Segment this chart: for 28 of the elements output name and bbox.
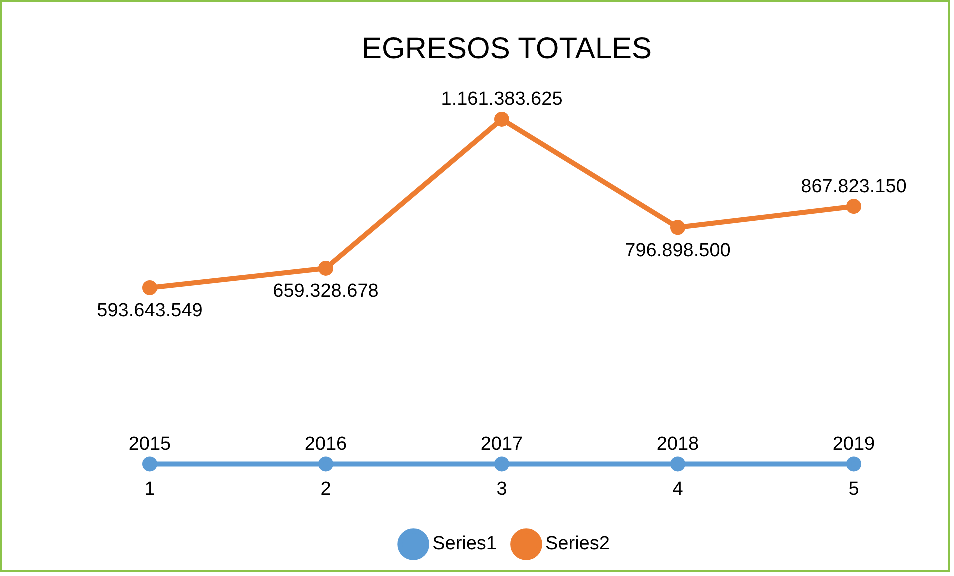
data-label: 2019 — [832, 434, 876, 455]
data-label: 2015 — [128, 434, 172, 455]
data-label: 2017 — [480, 434, 524, 455]
point — [142, 280, 158, 296]
data-label: 659.328.678 — [273, 281, 379, 302]
x-tick-label: 4 — [672, 478, 684, 500]
point — [670, 456, 686, 472]
point — [846, 456, 862, 472]
data-label: 796.898.500 — [625, 240, 731, 262]
data-label: 2016 — [304, 434, 348, 455]
point — [318, 456, 334, 472]
point — [670, 220, 686, 236]
point — [846, 199, 862, 214]
x-tick-label: 3 — [496, 478, 508, 500]
data-label: 2018 — [656, 434, 700, 455]
data-label: 1.161.383.625 — [441, 89, 563, 110]
chart-title: EGRESOS TOTALES — [362, 32, 652, 66]
point — [494, 456, 510, 472]
x-tick-label: 5 — [848, 478, 860, 500]
x-tick-label: 2 — [320, 478, 332, 500]
data-label: 593.643.549 — [97, 300, 203, 322]
data-label: 867.823.150 — [801, 176, 907, 198]
legend-label: Series2 — [546, 534, 610, 555]
x-tick-label: 1 — [144, 478, 156, 500]
point — [494, 112, 510, 127]
point — [318, 260, 334, 276]
point — [142, 456, 158, 472]
legend-label: Series1 — [432, 534, 497, 555]
